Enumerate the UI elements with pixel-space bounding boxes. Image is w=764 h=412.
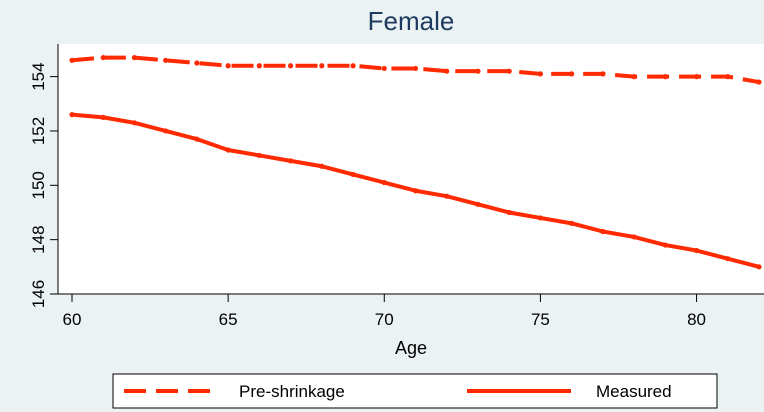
data-point bbox=[256, 63, 262, 69]
data-point bbox=[319, 163, 325, 169]
data-point bbox=[194, 136, 200, 142]
x-axis-label: Age bbox=[395, 338, 427, 358]
y-tick-label: 146 bbox=[29, 280, 48, 308]
data-point bbox=[163, 128, 169, 134]
x-tick-label: 80 bbox=[687, 310, 706, 329]
data-point bbox=[350, 171, 356, 178]
y-tick-label: 154 bbox=[29, 62, 48, 90]
legend-box bbox=[112, 373, 718, 409]
data-point bbox=[506, 68, 512, 74]
data-point bbox=[412, 188, 419, 194]
y-tick-label: 152 bbox=[29, 117, 48, 145]
data-point bbox=[725, 74, 731, 80]
data-point bbox=[381, 179, 387, 186]
data-point bbox=[444, 68, 450, 74]
data-point bbox=[600, 228, 606, 235]
data-point bbox=[319, 63, 325, 69]
data-point bbox=[693, 74, 700, 80]
y-tick-label: 150 bbox=[29, 171, 48, 199]
data-point bbox=[600, 71, 606, 77]
data-point bbox=[69, 57, 75, 63]
legend-label: Measured bbox=[596, 382, 672, 401]
data-point bbox=[225, 147, 231, 153]
x-tick-label: 60 bbox=[63, 310, 82, 329]
data-point bbox=[631, 234, 637, 240]
data-point bbox=[256, 152, 262, 159]
data-point bbox=[569, 71, 575, 77]
data-point bbox=[131, 120, 138, 126]
data-point bbox=[194, 60, 200, 66]
data-point bbox=[287, 158, 294, 164]
data-point bbox=[537, 215, 544, 221]
data-point bbox=[100, 114, 106, 120]
data-point bbox=[506, 209, 512, 216]
data-point bbox=[693, 247, 700, 254]
data-point bbox=[662, 74, 668, 80]
series-line-pre-shrinkage bbox=[71, 55, 760, 85]
chart-title: Female bbox=[368, 6, 455, 36]
data-point bbox=[444, 193, 450, 199]
data-point bbox=[381, 65, 387, 72]
x-tick-label: 65 bbox=[219, 310, 238, 329]
data-point bbox=[569, 220, 575, 226]
data-point bbox=[662, 242, 668, 248]
data-point bbox=[725, 256, 731, 262]
data-point bbox=[69, 112, 75, 118]
data-point bbox=[631, 74, 637, 80]
data-point bbox=[287, 63, 294, 69]
x-tick-label: 75 bbox=[531, 310, 550, 329]
data-point bbox=[163, 57, 169, 63]
data-point bbox=[475, 68, 481, 74]
data-point bbox=[537, 71, 544, 77]
data-point bbox=[225, 63, 231, 69]
x-tick-label: 70 bbox=[375, 310, 394, 329]
legend-label: Pre-shrinkage bbox=[239, 382, 345, 401]
data-point bbox=[475, 201, 481, 207]
data-point bbox=[100, 54, 106, 61]
y-tick-label: 148 bbox=[29, 225, 48, 253]
data-point bbox=[412, 65, 419, 72]
data-point bbox=[131, 54, 138, 61]
data-point bbox=[756, 79, 762, 85]
plot-area bbox=[58, 44, 764, 294]
data-point bbox=[756, 264, 762, 270]
data-point bbox=[350, 63, 356, 69]
